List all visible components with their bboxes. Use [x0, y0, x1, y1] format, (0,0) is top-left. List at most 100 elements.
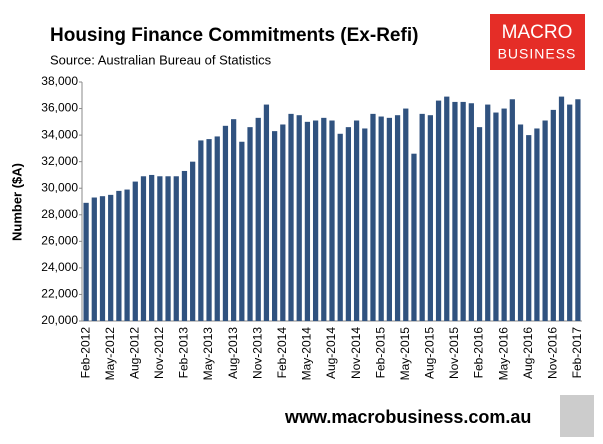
bar [181, 170, 188, 321]
y-tick-label: 22,000 [41, 287, 78, 301]
bar [214, 136, 220, 321]
bar [378, 116, 384, 322]
x-tick-label: May-2016 [496, 327, 510, 381]
bar [116, 190, 122, 321]
bar [419, 113, 425, 321]
logo-bottom: BUSINESS [498, 46, 577, 62]
bar [558, 96, 565, 321]
x-tick-label: May-2015 [398, 327, 412, 381]
bar [108, 194, 114, 321]
logo-box [490, 14, 585, 70]
bar [140, 176, 147, 321]
bar [485, 104, 491, 321]
x-tick-label: Aug-2013 [226, 327, 240, 379]
bar [550, 109, 556, 321]
bar [403, 108, 409, 321]
bar [99, 196, 106, 321]
bar [353, 120, 360, 321]
bar [394, 115, 401, 321]
x-tick-label: Nov-2013 [250, 327, 264, 379]
y-tick-label: 20,000 [41, 313, 78, 327]
bar [337, 133, 343, 321]
x-tick-label: Nov-2014 [349, 327, 363, 379]
logo-icon [560, 395, 594, 437]
x-tick-label: Nov-2012 [152, 327, 166, 379]
x-tick-label: Aug-2016 [521, 327, 535, 379]
bar [493, 112, 499, 322]
bar [460, 101, 466, 322]
y-tick-label: 28,000 [41, 207, 78, 221]
bar [173, 176, 179, 321]
bar [255, 117, 261, 321]
chart-subtitle: Source: Australian Bureau of Statistics [50, 52, 272, 67]
x-tick-label: Feb-2015 [373, 327, 387, 379]
bar [239, 141, 245, 321]
bar [411, 153, 417, 321]
bar [124, 189, 130, 321]
bar [190, 161, 196, 321]
bar [427, 115, 433, 321]
bar [452, 101, 458, 322]
bar [370, 113, 376, 321]
bar [517, 124, 524, 321]
x-tick-label: Aug-2015 [423, 327, 437, 379]
x-tick-label: Feb-2013 [177, 327, 191, 379]
bar [132, 181, 138, 321]
bar [444, 96, 450, 321]
x-tick-label: May-2012 [103, 327, 117, 381]
bar [435, 100, 442, 321]
bar [362, 128, 368, 321]
bar [165, 176, 171, 321]
x-tick-label: Feb-2017 [570, 327, 584, 379]
x-tick-label: Feb-2016 [472, 327, 486, 379]
bar [83, 202, 89, 321]
bar [526, 135, 532, 321]
y-tick-label: 32,000 [41, 154, 78, 168]
bar [542, 120, 548, 321]
y-tick-label: 24,000 [41, 260, 78, 274]
footer: www.macrobusiness.com.au [284, 407, 531, 427]
x-tick-label: Aug-2014 [324, 327, 338, 379]
bar [501, 108, 507, 321]
bar [468, 103, 474, 321]
y-axis-title: Number ($A) [9, 163, 24, 241]
bar [263, 104, 270, 321]
bar [149, 174, 155, 321]
x-tick-label: May-2014 [300, 327, 314, 381]
bar [91, 197, 97, 321]
bar [312, 120, 319, 321]
bar [345, 127, 352, 322]
y-tick-label: 26,000 [41, 234, 78, 248]
bar [272, 131, 278, 321]
y-tick-label: 38,000 [41, 74, 78, 88]
logo-top: MACRO [502, 22, 573, 43]
y-tick-label: 30,000 [41, 180, 78, 194]
bar [575, 99, 581, 321]
x-tick-label: May-2013 [201, 327, 215, 381]
x-tick-label: Aug-2012 [127, 327, 141, 379]
bar [280, 124, 286, 321]
bar [386, 117, 392, 321]
bar [247, 127, 253, 322]
bar [206, 139, 212, 321]
bar [222, 125, 229, 321]
bar [231, 119, 237, 321]
bar [288, 113, 294, 321]
y-tick-label: 34,000 [41, 127, 78, 141]
bar [567, 104, 573, 321]
x-tick-label: Nov-2015 [447, 327, 461, 379]
bar [329, 120, 335, 321]
bar [509, 99, 515, 321]
bar [296, 115, 302, 321]
bar [476, 127, 483, 322]
bar [304, 121, 311, 321]
chart-title: Housing Finance Commitments (Ex-Refi) [50, 25, 418, 46]
bar [157, 176, 163, 321]
y-tick-label: 36,000 [41, 101, 78, 115]
bar [534, 128, 540, 321]
x-tick-label: Feb-2014 [275, 327, 289, 379]
bar [198, 140, 204, 321]
x-tick-label: Feb-2012 [78, 327, 92, 379]
bar [321, 117, 327, 321]
